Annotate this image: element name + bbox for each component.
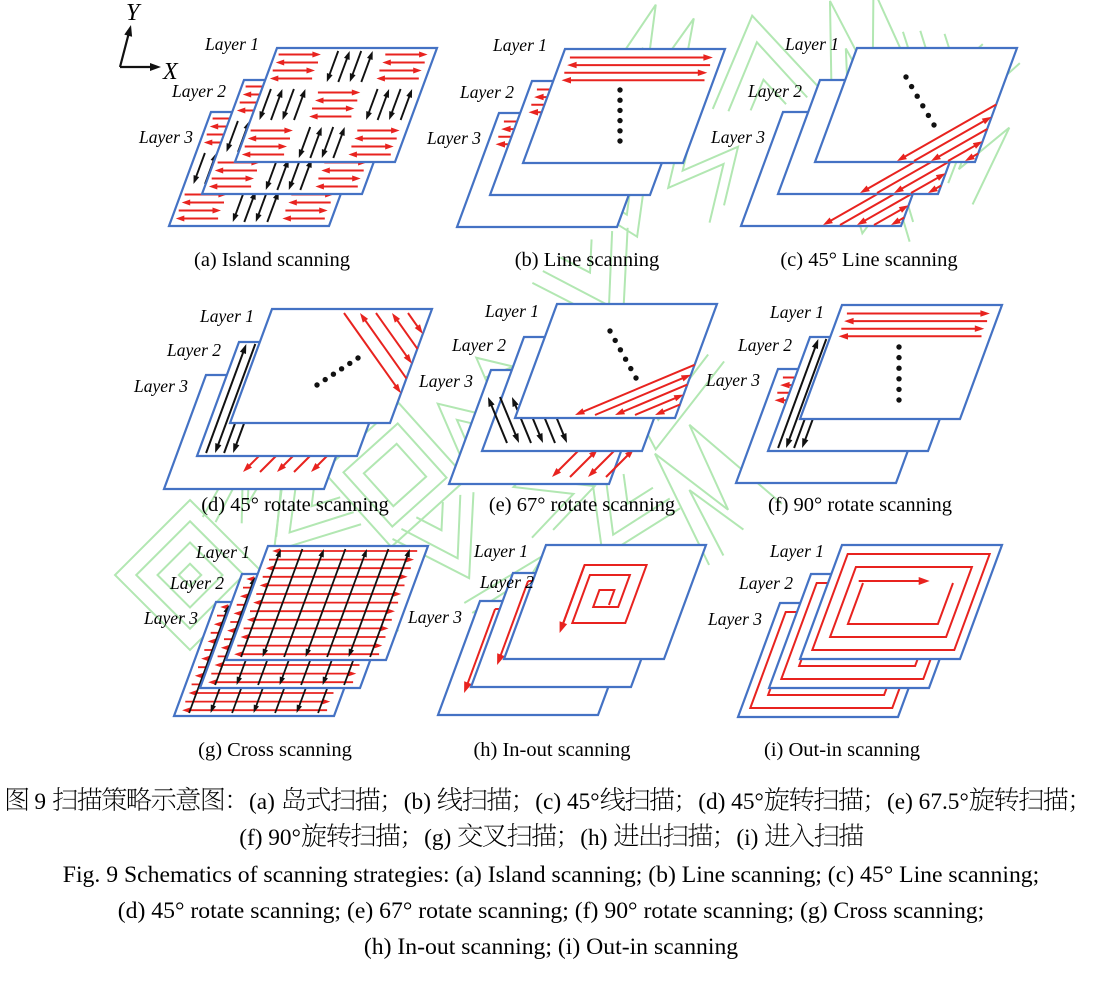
svg-text:(b) Line scanning: (b) Line scanning [515, 249, 660, 271]
svg-text:(c) 45° Line scanning: (c) 45° Line scanning [780, 249, 957, 271]
svg-text:(d) 45° rotate scanning: (d) 45° rotate scanning [201, 494, 389, 516]
svg-text:Layer 3: Layer 3 [707, 609, 762, 629]
svg-text:Layer 3: Layer 3 [143, 608, 198, 628]
svg-text:Layer 2: Layer 2 [166, 340, 221, 360]
svg-text:Layer 1: Layer 1 [784, 34, 839, 54]
svg-text:Layer 3: Layer 3 [705, 370, 760, 390]
svg-text:(g) Cross scanning: (g) Cross scanning [198, 739, 352, 761]
svg-text:(a) Island scanning: (a) Island scanning [194, 249, 350, 271]
svg-text:Layer 2: Layer 2 [747, 81, 802, 101]
svg-text:(i): (i) [736, 825, 764, 851]
svg-text:(g): (g) [424, 825, 457, 851]
svg-text:Layer 2: Layer 2 [171, 81, 226, 101]
svg-text:9: 9 [29, 789, 52, 815]
svg-text:Layer 3: Layer 3 [138, 127, 193, 147]
svg-text:Layer 2: Layer 2 [169, 573, 224, 593]
svg-text:(i) Out-in scanning: (i) Out-in scanning [764, 739, 920, 761]
svg-text:Layer 1: Layer 1 [492, 35, 547, 55]
svg-text:Layer 3: Layer 3 [418, 371, 473, 391]
svg-text:Layer 3: Layer 3 [426, 128, 481, 148]
svg-text:Layer 1: Layer 1 [484, 301, 539, 321]
svg-text:Layer 3: Layer 3 [407, 607, 462, 627]
svg-text:(d) 45°: (d) 45° [698, 789, 764, 815]
svg-text:Y: Y [126, 0, 142, 26]
svg-text:Layer 1: Layer 1 [769, 541, 824, 561]
svg-text:(f) 90° rotate scanning: (f) 90° rotate scanning [768, 494, 952, 516]
svg-text:Layer 2: Layer 2 [738, 573, 793, 593]
svg-text:Layer 1: Layer 1 [204, 34, 259, 54]
svg-text:Layer 1: Layer 1 [199, 306, 254, 326]
svg-text:(c) 45°: (c) 45° [535, 789, 599, 815]
svg-text:Layer 3: Layer 3 [133, 376, 188, 396]
svg-text:Layer 2: Layer 2 [479, 572, 534, 592]
svg-text:(e) 67.5°: (e) 67.5° [887, 789, 969, 815]
svg-text:(e) 67° rotate scanning: (e) 67° rotate scanning [489, 494, 675, 516]
svg-text:X: X [162, 59, 179, 85]
svg-text:Fig. 9 Schematics of scanning: Fig. 9 Schematics of scanning strategies… [63, 862, 1039, 888]
svg-text:(b): (b) [404, 789, 437, 815]
svg-text:(h) In-out scanning; (i) Out-i: (h) In-out scanning; (i) Out-in scanning [364, 934, 738, 960]
svg-text:(d) 45° rotate scanning; (e) 6: (d) 45° rotate scanning; (e) 67° rotate … [118, 898, 984, 924]
svg-text:Layer 2: Layer 2 [451, 335, 506, 355]
svg-text:Layer 2: Layer 2 [737, 335, 792, 355]
svg-text:(a): (a) [249, 789, 281, 815]
svg-text:Layer 2: Layer 2 [459, 82, 514, 102]
svg-text:Layer 3: Layer 3 [710, 127, 765, 147]
svg-text:(f) 90°: (f) 90° [239, 825, 301, 851]
svg-text:Layer 1: Layer 1 [195, 542, 250, 562]
svg-text:(h) In-out scanning: (h) In-out scanning [473, 739, 630, 761]
svg-text:Layer 1: Layer 1 [473, 541, 528, 561]
svg-text:(h): (h) [580, 825, 613, 851]
svg-text:Layer 1: Layer 1 [769, 302, 824, 322]
